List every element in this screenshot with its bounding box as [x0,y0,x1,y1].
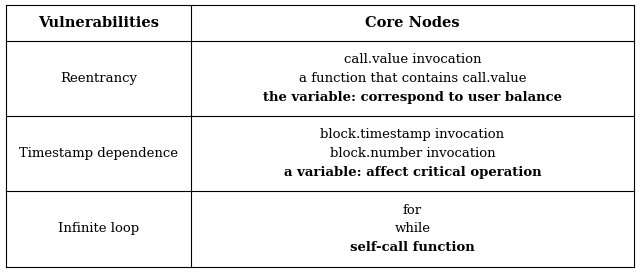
Text: Core Nodes: Core Nodes [365,16,460,30]
Text: while: while [394,222,431,235]
Text: a function that contains call.value: a function that contains call.value [299,72,526,85]
Text: Infinite loop: Infinite loop [58,222,140,235]
Text: Timestamp dependence: Timestamp dependence [19,147,179,160]
Text: self-call function: self-call function [350,241,475,254]
Text: Reentrancy: Reentrancy [60,72,138,85]
Text: block.timestamp invocation: block.timestamp invocation [321,128,504,141]
Text: the variable: correspond to user balance: the variable: correspond to user balance [263,91,562,104]
Text: Vulnerabilities: Vulnerabilities [38,16,159,30]
Text: a variable: affect critical operation: a variable: affect critical operation [284,166,541,179]
Text: for: for [403,204,422,217]
Text: block.number invocation: block.number invocation [330,147,495,160]
Text: call.value invocation: call.value invocation [344,53,481,66]
